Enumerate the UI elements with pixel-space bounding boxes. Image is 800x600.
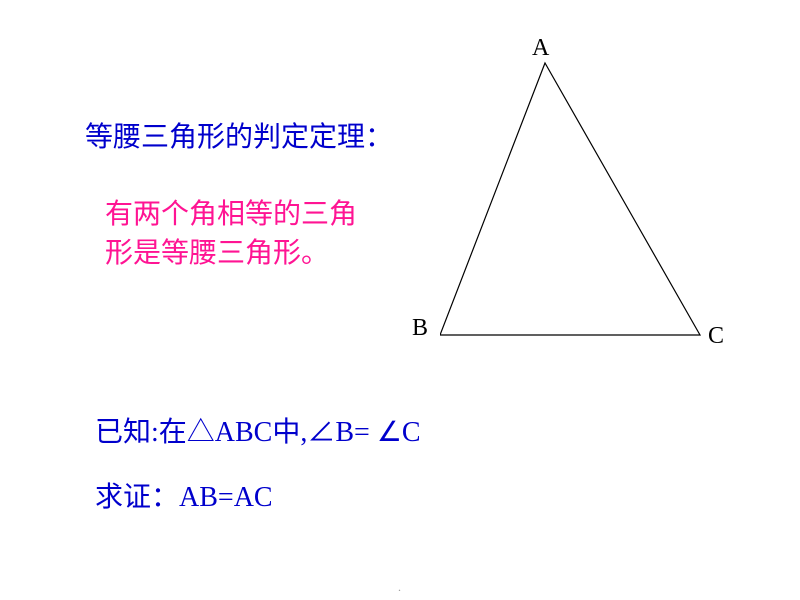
theorem-statement: 有两个角相等的三角 形是等腰三角形。 (105, 195, 357, 273)
footer-mark: . (398, 580, 401, 595)
theorem-title: 等腰三角形的判定定理： (85, 115, 393, 155)
triangle-shape (440, 63, 700, 335)
triangle-diagram: A B C (440, 35, 760, 375)
vertex-label-a: A (532, 35, 549, 62)
given-statement: 已知:在△ABC中,∠B= ∠C (95, 410, 421, 450)
prove-statement: 求证：AB=AC (95, 475, 273, 515)
theorem-line-2: 形是等腰三角形。 (105, 234, 357, 273)
vertex-label-c: C (708, 323, 724, 350)
theorem-line-1: 有两个角相等的三角 (105, 195, 357, 234)
vertex-label-b: B (412, 315, 428, 342)
